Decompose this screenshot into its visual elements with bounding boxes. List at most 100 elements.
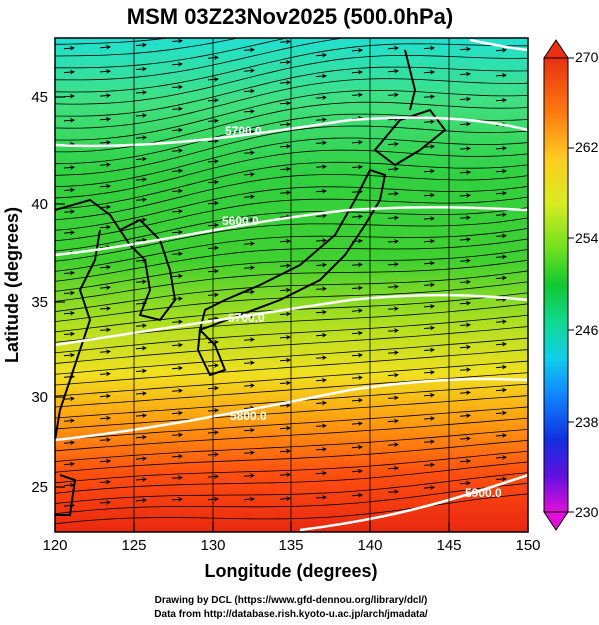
wind-arrow (63, 461, 75, 467)
wind-arrow (135, 497, 147, 503)
wind-arrow (315, 470, 327, 476)
wind-arrow (495, 168, 507, 174)
wind-arrow (99, 415, 111, 421)
colorbar-scale (543, 57, 569, 513)
x-tick-label: 130 (200, 537, 225, 554)
x-tick-label: 120 (42, 537, 67, 554)
korea-coastline (118, 218, 177, 322)
wind-arrow (279, 166, 291, 172)
wind-arrow (243, 473, 255, 479)
wind-arrow (279, 263, 291, 269)
wind-arrow (423, 282, 435, 288)
wind-arrow (423, 325, 435, 331)
wind-arrow (99, 224, 111, 230)
x-tick-label: 125 (121, 537, 146, 554)
wind-arrow (351, 92, 363, 98)
wind-arrow (99, 183, 111, 189)
colorbar-top-cap (543, 39, 569, 59)
wind-arrow (387, 191, 399, 197)
wind-arrow (387, 141, 399, 147)
wind-arrow (315, 332, 327, 338)
wind-arrow (171, 208, 183, 214)
wind-arrow (315, 213, 327, 219)
wind-arrow (63, 310, 75, 316)
wind-arrow (423, 303, 435, 309)
wind-arrow (63, 440, 75, 446)
wind-arrow (351, 214, 363, 220)
wind-arrow (387, 116, 399, 122)
wind-arrow (279, 80, 291, 86)
contour-label: 5900.0 (465, 486, 502, 500)
wind-arrow (63, 418, 75, 424)
wind-arrow (351, 375, 363, 381)
wind-arrow (495, 455, 507, 461)
sakhalin-coastline (404, 49, 417, 111)
wind-arrow (387, 261, 399, 267)
wind-arrow (279, 472, 291, 478)
wind-arrow (208, 35, 218, 36)
wind-arrow (171, 475, 183, 481)
wind-arrow (387, 68, 399, 74)
wind-arrow (171, 229, 183, 235)
wind-arrow (351, 262, 363, 268)
wind-arrow (99, 306, 111, 312)
wind-arrow (387, 306, 399, 312)
wind-arrow (424, 2, 434, 3)
contour-label: 5700.0 (228, 311, 265, 325)
wind-arrow (135, 434, 147, 440)
wind-arrow (459, 96, 471, 102)
wind-arrow (423, 485, 435, 491)
colorbar-tick-label: 246 (575, 322, 599, 338)
wind-arrow (387, 328, 399, 334)
wind-arrow (351, 164, 363, 170)
wind-arrow (135, 345, 147, 351)
wind-arrow (279, 190, 291, 196)
wind-arrow (279, 143, 291, 149)
x-tick-label: 150 (515, 537, 540, 554)
wind-arrow (279, 334, 291, 340)
wind-arrow (459, 480, 471, 486)
wind-arrow (351, 69, 363, 75)
wind-arrow (387, 465, 399, 471)
wind-arrow (351, 285, 363, 291)
wind-arrow (423, 392, 435, 398)
colorbar-tick-label: 238 (575, 414, 599, 430)
wind-arrow (279, 425, 291, 431)
wind-arrow (99, 116, 111, 122)
wind-arrow (387, 442, 399, 448)
wind-arrow (99, 437, 111, 443)
wind-arrow (495, 190, 507, 196)
wind-arrow (459, 71, 471, 77)
wind-arrow (171, 273, 183, 279)
wind-arrow (460, 24, 470, 25)
coastline (55, 49, 447, 516)
wind-arrow (243, 265, 255, 271)
wind-arrow (99, 479, 111, 485)
wind-arrow (459, 300, 471, 306)
wind-arrow (459, 193, 471, 199)
wind-arrow (171, 61, 183, 67)
wind-arrow (495, 297, 507, 303)
wind-arrow (243, 383, 255, 389)
kyushu-coastline (196, 327, 227, 377)
map-plot: 5700.0 5600.0 5700.0 5800.0 5900.0 (55, 2, 528, 532)
contour-labels: 5700.0 5600.0 5700.0 5800.0 5900.0 (222, 124, 502, 500)
wind-arrow (135, 456, 147, 462)
wind-arrow (315, 117, 327, 123)
wind-arrow (387, 215, 399, 221)
wind-arrow (423, 462, 435, 468)
wind-arrow (135, 156, 147, 162)
y-tick-label: 30 (31, 389, 48, 406)
wind-arrow (459, 258, 471, 264)
y-tick-label: 35 (31, 294, 48, 311)
wind-arrow (315, 238, 327, 244)
colorbar-tick-label: 254 (575, 230, 599, 246)
colorbar-tick-label: 270 (575, 49, 599, 65)
wind-arrow (135, 279, 147, 285)
wind-arrow (99, 371, 111, 377)
wind-arrow (135, 90, 147, 96)
wind-arrow (243, 450, 255, 456)
wind-arrow (135, 66, 147, 72)
wind-arrow (99, 162, 111, 168)
wind-arrow (171, 342, 183, 348)
